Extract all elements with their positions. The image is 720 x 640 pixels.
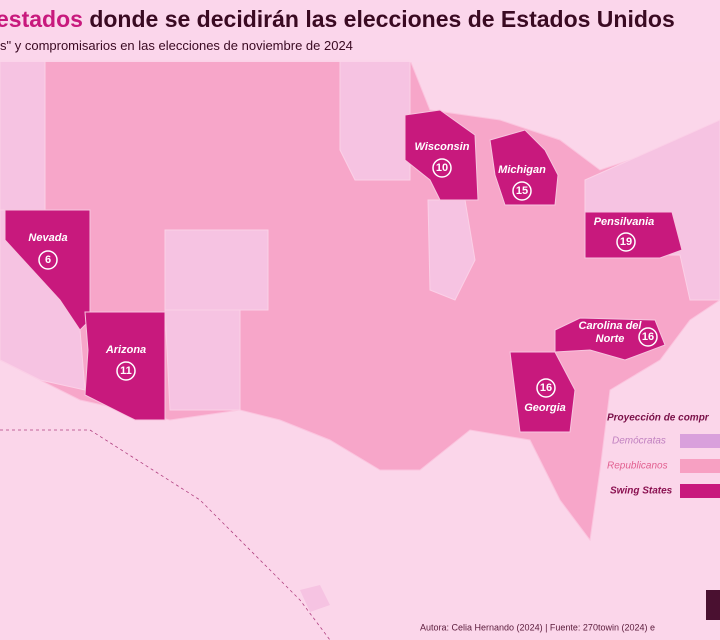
state bbox=[554, 317, 666, 361]
badge bbox=[638, 327, 658, 347]
title-text: donde se decidirán las elecciones de Est… bbox=[89, 6, 675, 32]
state-votes: 10 bbox=[436, 162, 448, 174]
state bbox=[0, 59, 46, 211]
state bbox=[509, 351, 576, 433]
state-name: Arizona bbox=[105, 344, 146, 356]
source: Autora: Celia Hernando (2024) | Fuente: … bbox=[420, 622, 655, 632]
logo bbox=[706, 590, 720, 620]
badge bbox=[616, 232, 636, 252]
legend-swatch bbox=[680, 484, 720, 498]
state-name: Michigan bbox=[498, 164, 546, 176]
state-name-box: Carolina del Norte bbox=[578, 320, 642, 345]
state bbox=[84, 311, 166, 421]
state-votes: 16 bbox=[642, 331, 654, 343]
state-votes: 11 bbox=[120, 365, 132, 377]
border bbox=[0, 429, 331, 640]
legend-label: Demócratas bbox=[612, 436, 666, 447]
badge bbox=[512, 181, 532, 201]
state-name: Carolina del Norte bbox=[578, 320, 642, 345]
badge bbox=[116, 361, 136, 381]
state bbox=[489, 129, 559, 206]
badge bbox=[38, 250, 58, 270]
subtitle: s" y compromisarios en las elecciones de… bbox=[0, 38, 353, 53]
state bbox=[4, 209, 91, 331]
state bbox=[584, 211, 683, 259]
state bbox=[339, 59, 411, 181]
state-votes: 6 bbox=[45, 254, 51, 266]
legend-label: Republicanos bbox=[607, 461, 668, 472]
legend-swatch bbox=[680, 459, 720, 473]
hawaii bbox=[300, 585, 330, 612]
state bbox=[164, 229, 269, 311]
state-name: Nevada bbox=[28, 232, 67, 244]
state-votes: 19 bbox=[620, 236, 632, 248]
state bbox=[164, 309, 241, 411]
header: estados donde se decidirán las eleccione… bbox=[0, 0, 720, 62]
title-highlight: estados bbox=[0, 6, 83, 32]
state-name: Wisconsin bbox=[415, 141, 470, 153]
title: estados donde se decidirán las eleccione… bbox=[0, 6, 675, 33]
badge bbox=[432, 158, 452, 178]
state-votes: 15 bbox=[516, 185, 528, 197]
legend-label: Swing States bbox=[610, 486, 673, 497]
swing-states bbox=[4, 109, 683, 433]
legend-swatch bbox=[680, 434, 720, 448]
state bbox=[404, 109, 479, 201]
state-name: Pensilvania bbox=[594, 216, 655, 228]
badge bbox=[536, 378, 556, 398]
state-name: Georgia bbox=[524, 402, 566, 414]
state-votes: 16 bbox=[540, 382, 552, 394]
legend-title: Proyección de compr bbox=[607, 413, 710, 424]
